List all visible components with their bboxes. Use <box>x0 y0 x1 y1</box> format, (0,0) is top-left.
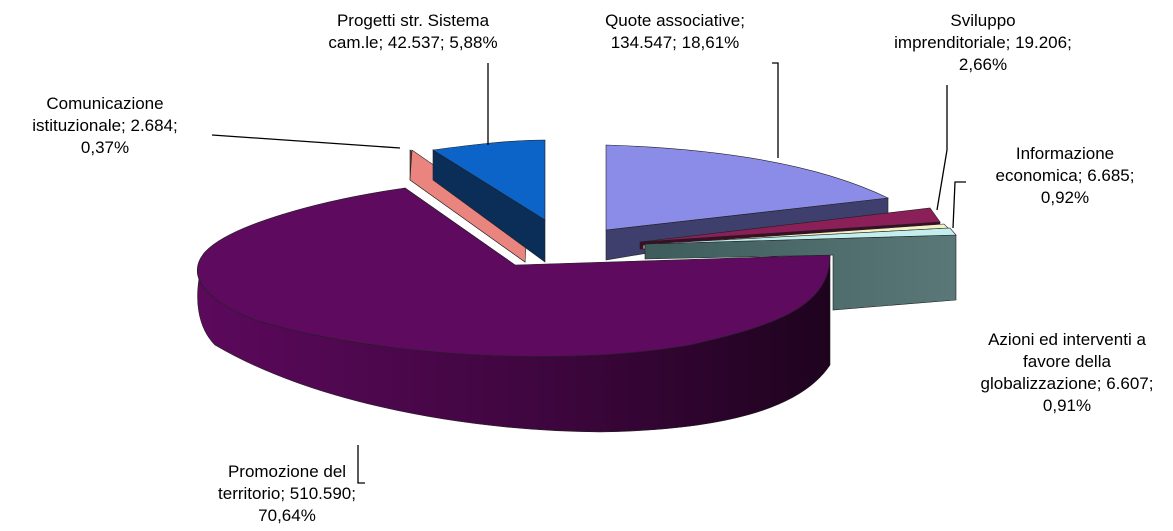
leader-line-informazione <box>952 181 966 229</box>
data-label-promozione: Promozione del territorio; 510.590; 70,64% <box>218 462 356 525</box>
slice-labels: Progetti str. Sistema cam.le; 42.537; 5,8… <box>32 11 1153 525</box>
leader-line-comunicazione <box>211 134 401 149</box>
leader-line-promozione <box>357 445 365 484</box>
data-label-sviluppo-line: 2,66% <box>959 55 1007 74</box>
data-label-azioni-line: globalizzazione; 6.607; <box>981 374 1154 393</box>
data-label-promozione-line: territorio; 510.590; <box>218 484 356 503</box>
data-label-quote: Quote associative; 134.547; 18,61% <box>605 11 745 52</box>
leader-line-sviluppo <box>936 85 948 211</box>
data-label-informazione-line: 0,92% <box>1041 188 1089 207</box>
data-label-comunicazione-line: Comunicazione <box>46 94 163 113</box>
data-label-sviluppo: Sviluppo imprenditoriale; 19.206; 2,66% <box>894 11 1072 74</box>
data-label-progetti: Progetti str. Sistema cam.le; 42.537; 5,8… <box>328 11 497 52</box>
data-label-azioni-line: favore della <box>1023 352 1111 371</box>
data-label-comunicazione: Comunicazione istituzionale; 2.684; 0,37% <box>32 94 178 157</box>
data-label-comunicazione-line: 0,37% <box>81 138 129 157</box>
data-label-progetti-line: Progetti str. Sistema <box>337 11 490 30</box>
data-label-progetti-line: cam.le; 42.537; 5,88% <box>328 33 497 52</box>
pie-slice-promozione-del-territorio <box>197 187 831 357</box>
pie-slice-quote-associative <box>605 144 890 231</box>
pie-slices <box>197 139 957 433</box>
data-label-quote-line: 134.547; 18,61% <box>611 33 740 52</box>
pie-slice-progetti-str-sistema-cam-le <box>432 139 546 221</box>
data-label-azioni-line: Azioni ed interventi a <box>988 330 1146 349</box>
data-label-azioni-line: 0,91% <box>1043 396 1091 415</box>
data-label-promozione-line: Promozione del <box>228 462 346 481</box>
data-label-quote-line: Quote associative; <box>605 11 745 30</box>
data-label-comunicazione-line: istituzionale; 2.684; <box>32 116 178 135</box>
data-label-sviluppo-line: imprenditoriale; 19.206; <box>894 33 1072 52</box>
pie-slice-sviluppo-imprenditoriale <box>639 207 941 243</box>
data-label-azioni: Azioni ed interventi a favore della global… <box>981 330 1154 415</box>
leader-line-quote <box>772 62 779 158</box>
pie-slice-azioni-ed-interventi-a-favore-della-globalizzazione <box>644 227 957 245</box>
data-label-informazione-line: Informazione <box>1016 144 1114 163</box>
data-label-promozione-line: 70,64% <box>258 506 316 525</box>
leader-lines <box>211 62 966 484</box>
data-label-informazione: Informazione economica; 6.685; 0,92% <box>996 144 1135 207</box>
data-label-informazione-line: economica; 6.685; <box>996 166 1135 185</box>
data-label-sviluppo-line: Sviluppo <box>950 11 1015 30</box>
